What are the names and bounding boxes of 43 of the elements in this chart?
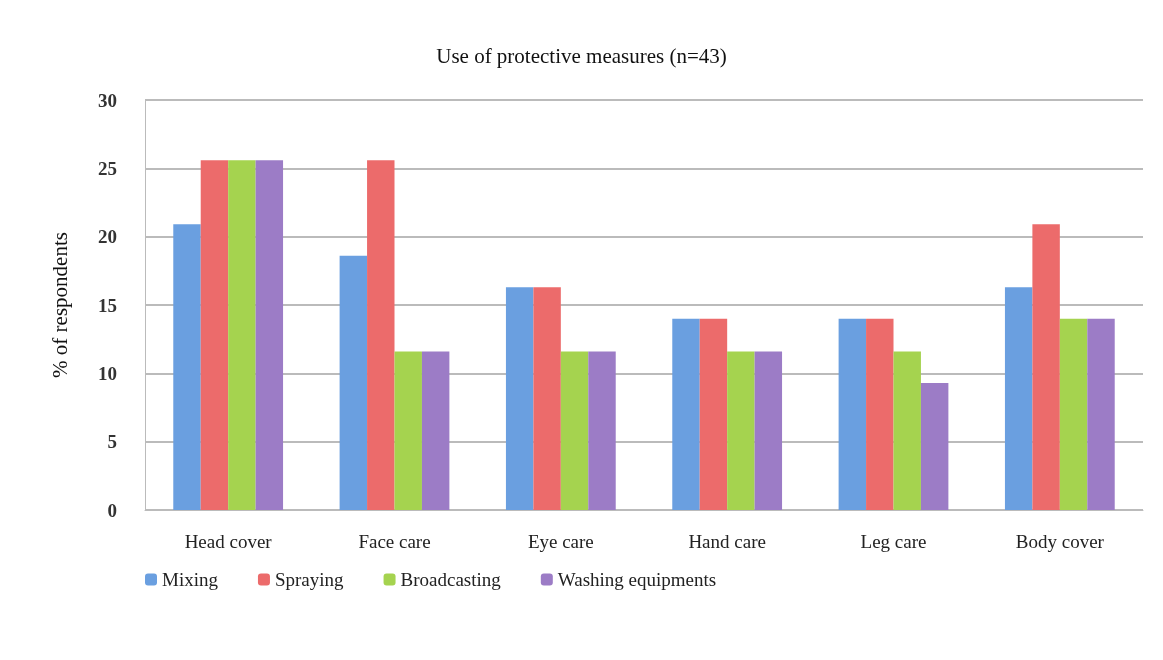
bar bbox=[228, 160, 256, 510]
y-tick-label: 10 bbox=[98, 362, 117, 384]
legend-label: Spraying bbox=[274, 569, 345, 590]
y-tick-label: 0 bbox=[107, 499, 117, 521]
bar bbox=[920, 382, 949, 510]
y-tick-label: 30 bbox=[98, 89, 117, 111]
bar bbox=[1004, 287, 1033, 510]
bar bbox=[255, 160, 284, 510]
legend-label: Broadcasting bbox=[400, 569, 502, 590]
bar bbox=[421, 351, 450, 510]
bar bbox=[893, 351, 921, 510]
legend-label: Washing equipments bbox=[557, 569, 717, 590]
bar bbox=[1032, 224, 1060, 510]
bar bbox=[533, 287, 561, 510]
x-tick-label: Body cover bbox=[1015, 531, 1105, 552]
legend-label: Mixing bbox=[162, 569, 219, 590]
x-tick-label: Head cover bbox=[184, 531, 273, 552]
bar bbox=[560, 351, 589, 510]
x-tick-label: Hand care bbox=[688, 531, 766, 552]
y-tick-label: 20 bbox=[98, 226, 117, 248]
bar bbox=[367, 160, 395, 510]
bar bbox=[672, 318, 700, 510]
y-tick-label: 15 bbox=[98, 294, 117, 316]
bar bbox=[1087, 318, 1115, 510]
bar bbox=[866, 318, 894, 510]
bar bbox=[727, 351, 755, 510]
bar bbox=[754, 351, 783, 510]
x-tick-label: Eye care bbox=[527, 531, 594, 552]
bar bbox=[339, 255, 368, 510]
y-tick-label: 25 bbox=[98, 157, 117, 179]
y-axis-title: % of respondents bbox=[47, 232, 72, 378]
x-tick-label: Face care bbox=[358, 531, 431, 552]
chart-title: Use of protective measures (n=43) bbox=[436, 43, 727, 68]
bar bbox=[588, 351, 616, 510]
bar bbox=[200, 160, 229, 510]
bar bbox=[699, 318, 728, 510]
y-tick-label: 5 bbox=[107, 431, 117, 453]
bar bbox=[394, 351, 422, 510]
bar bbox=[173, 224, 201, 510]
bar bbox=[1059, 318, 1088, 510]
x-tick-label: Leg care bbox=[860, 531, 927, 552]
bar bbox=[838, 318, 867, 510]
bar bbox=[505, 287, 534, 510]
